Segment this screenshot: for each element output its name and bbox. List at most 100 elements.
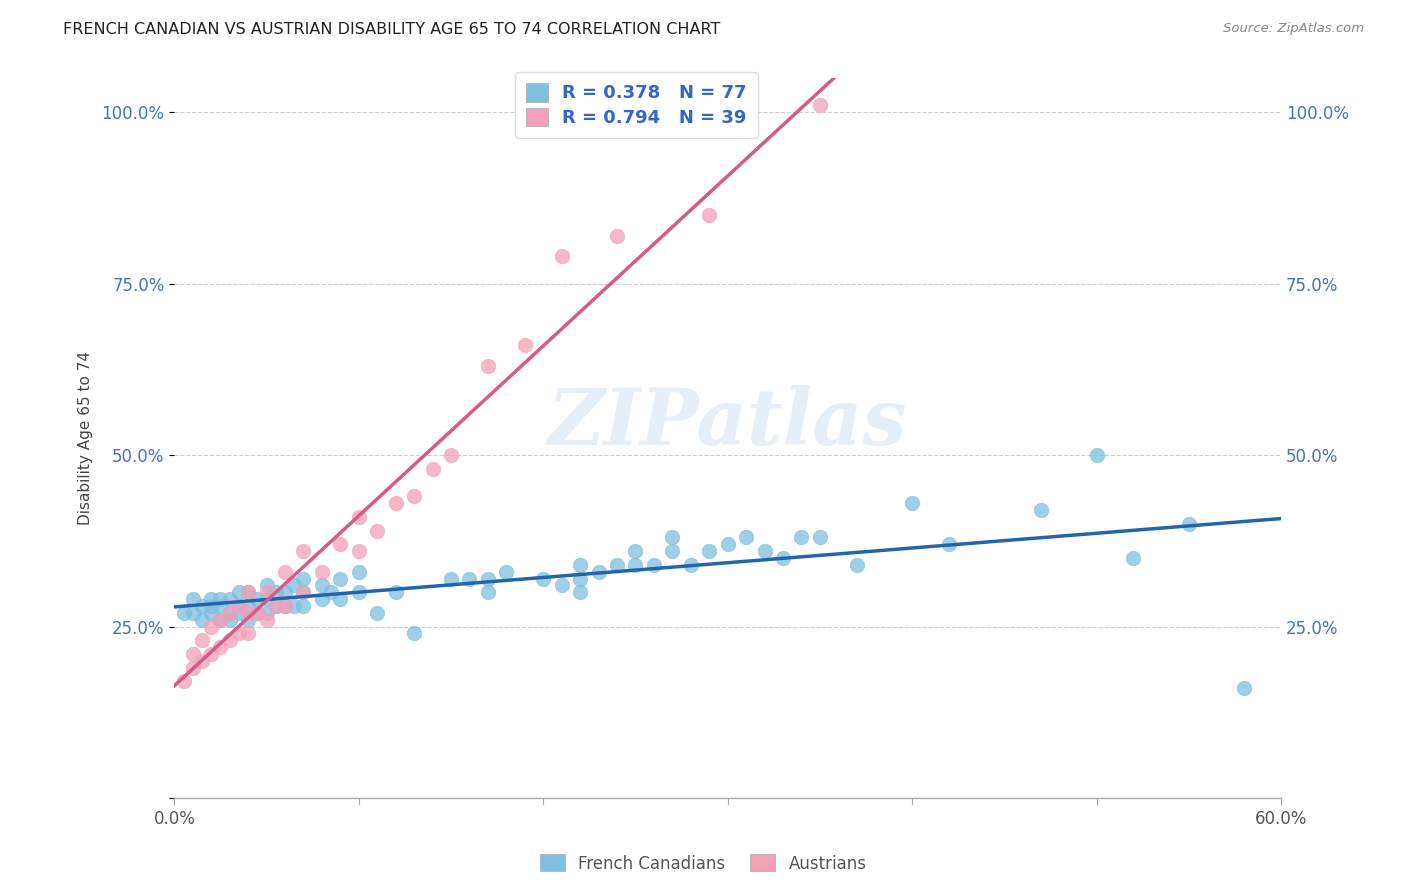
Point	[264, 599, 287, 613]
Point	[772, 551, 794, 566]
Text: ZIPatlas: ZIPatlas	[548, 385, 907, 462]
Point	[274, 599, 297, 613]
Point	[384, 585, 406, 599]
Point	[477, 572, 499, 586]
Point	[292, 572, 315, 586]
Point	[513, 338, 536, 352]
Point	[228, 599, 250, 613]
Point	[218, 613, 240, 627]
Point	[209, 613, 232, 627]
Point	[236, 585, 259, 599]
Point	[366, 524, 388, 538]
Point	[200, 606, 222, 620]
Point	[754, 544, 776, 558]
Point	[697, 544, 720, 558]
Point	[569, 558, 592, 572]
Y-axis label: Disability Age 65 to 74: Disability Age 65 to 74	[79, 351, 93, 524]
Point	[264, 585, 287, 599]
Point	[311, 592, 333, 607]
Point	[218, 606, 240, 620]
Point	[808, 530, 831, 544]
Point	[218, 592, 240, 607]
Point	[347, 585, 370, 599]
Point	[218, 606, 240, 620]
Text: FRENCH CANADIAN VS AUSTRIAN DISABILITY AGE 65 TO 74 CORRELATION CHART: FRENCH CANADIAN VS AUSTRIAN DISABILITY A…	[63, 22, 721, 37]
Point	[218, 633, 240, 648]
Point	[236, 599, 259, 613]
Point	[236, 626, 259, 640]
Point	[209, 640, 232, 655]
Point	[550, 249, 572, 263]
Point	[679, 558, 702, 572]
Point	[236, 613, 259, 627]
Point	[283, 599, 305, 613]
Point	[808, 98, 831, 112]
Point	[440, 572, 463, 586]
Point	[1031, 503, 1053, 517]
Point	[422, 462, 444, 476]
Point	[404, 626, 426, 640]
Point	[477, 585, 499, 599]
Point	[697, 208, 720, 222]
Point	[661, 544, 683, 558]
Point	[292, 599, 315, 613]
Point	[236, 606, 259, 620]
Point	[477, 359, 499, 373]
Point	[531, 572, 554, 586]
Point	[495, 565, 517, 579]
Point	[384, 496, 406, 510]
Point	[569, 585, 592, 599]
Point	[209, 592, 232, 607]
Point	[1122, 551, 1144, 566]
Point	[283, 578, 305, 592]
Point	[228, 585, 250, 599]
Point	[1085, 448, 1108, 462]
Point	[264, 599, 287, 613]
Point	[1177, 516, 1199, 531]
Text: Source: ZipAtlas.com: Source: ZipAtlas.com	[1223, 22, 1364, 36]
Point	[181, 592, 204, 607]
Point	[319, 585, 342, 599]
Point	[550, 578, 572, 592]
Point	[938, 537, 960, 551]
Point	[292, 585, 315, 599]
Point	[236, 585, 259, 599]
Point	[191, 633, 214, 648]
Point	[200, 647, 222, 661]
Point	[624, 544, 647, 558]
Point	[256, 613, 278, 627]
Legend: R = 0.378   N = 77, R = 0.794   N = 39: R = 0.378 N = 77, R = 0.794 N = 39	[516, 72, 758, 138]
Point	[200, 599, 222, 613]
Point	[347, 509, 370, 524]
Point	[181, 606, 204, 620]
Point	[845, 558, 868, 572]
Point	[717, 537, 740, 551]
Point	[311, 565, 333, 579]
Point	[274, 599, 297, 613]
Point	[588, 565, 610, 579]
Point	[329, 537, 352, 551]
Point	[228, 606, 250, 620]
Point	[901, 496, 924, 510]
Point	[228, 626, 250, 640]
Point	[329, 592, 352, 607]
Point	[569, 572, 592, 586]
Point	[606, 558, 628, 572]
Point	[246, 592, 269, 607]
Point	[311, 578, 333, 592]
Point	[458, 572, 481, 586]
Legend: French Canadians, Austrians: French Canadians, Austrians	[533, 847, 873, 880]
Point	[606, 228, 628, 243]
Point	[735, 530, 758, 544]
Point	[624, 558, 647, 572]
Point	[256, 592, 278, 607]
Point	[181, 661, 204, 675]
Point	[191, 599, 214, 613]
Point	[440, 448, 463, 462]
Point	[191, 613, 214, 627]
Point	[274, 585, 297, 599]
Point	[274, 565, 297, 579]
Point	[292, 544, 315, 558]
Point	[209, 599, 232, 613]
Point	[329, 572, 352, 586]
